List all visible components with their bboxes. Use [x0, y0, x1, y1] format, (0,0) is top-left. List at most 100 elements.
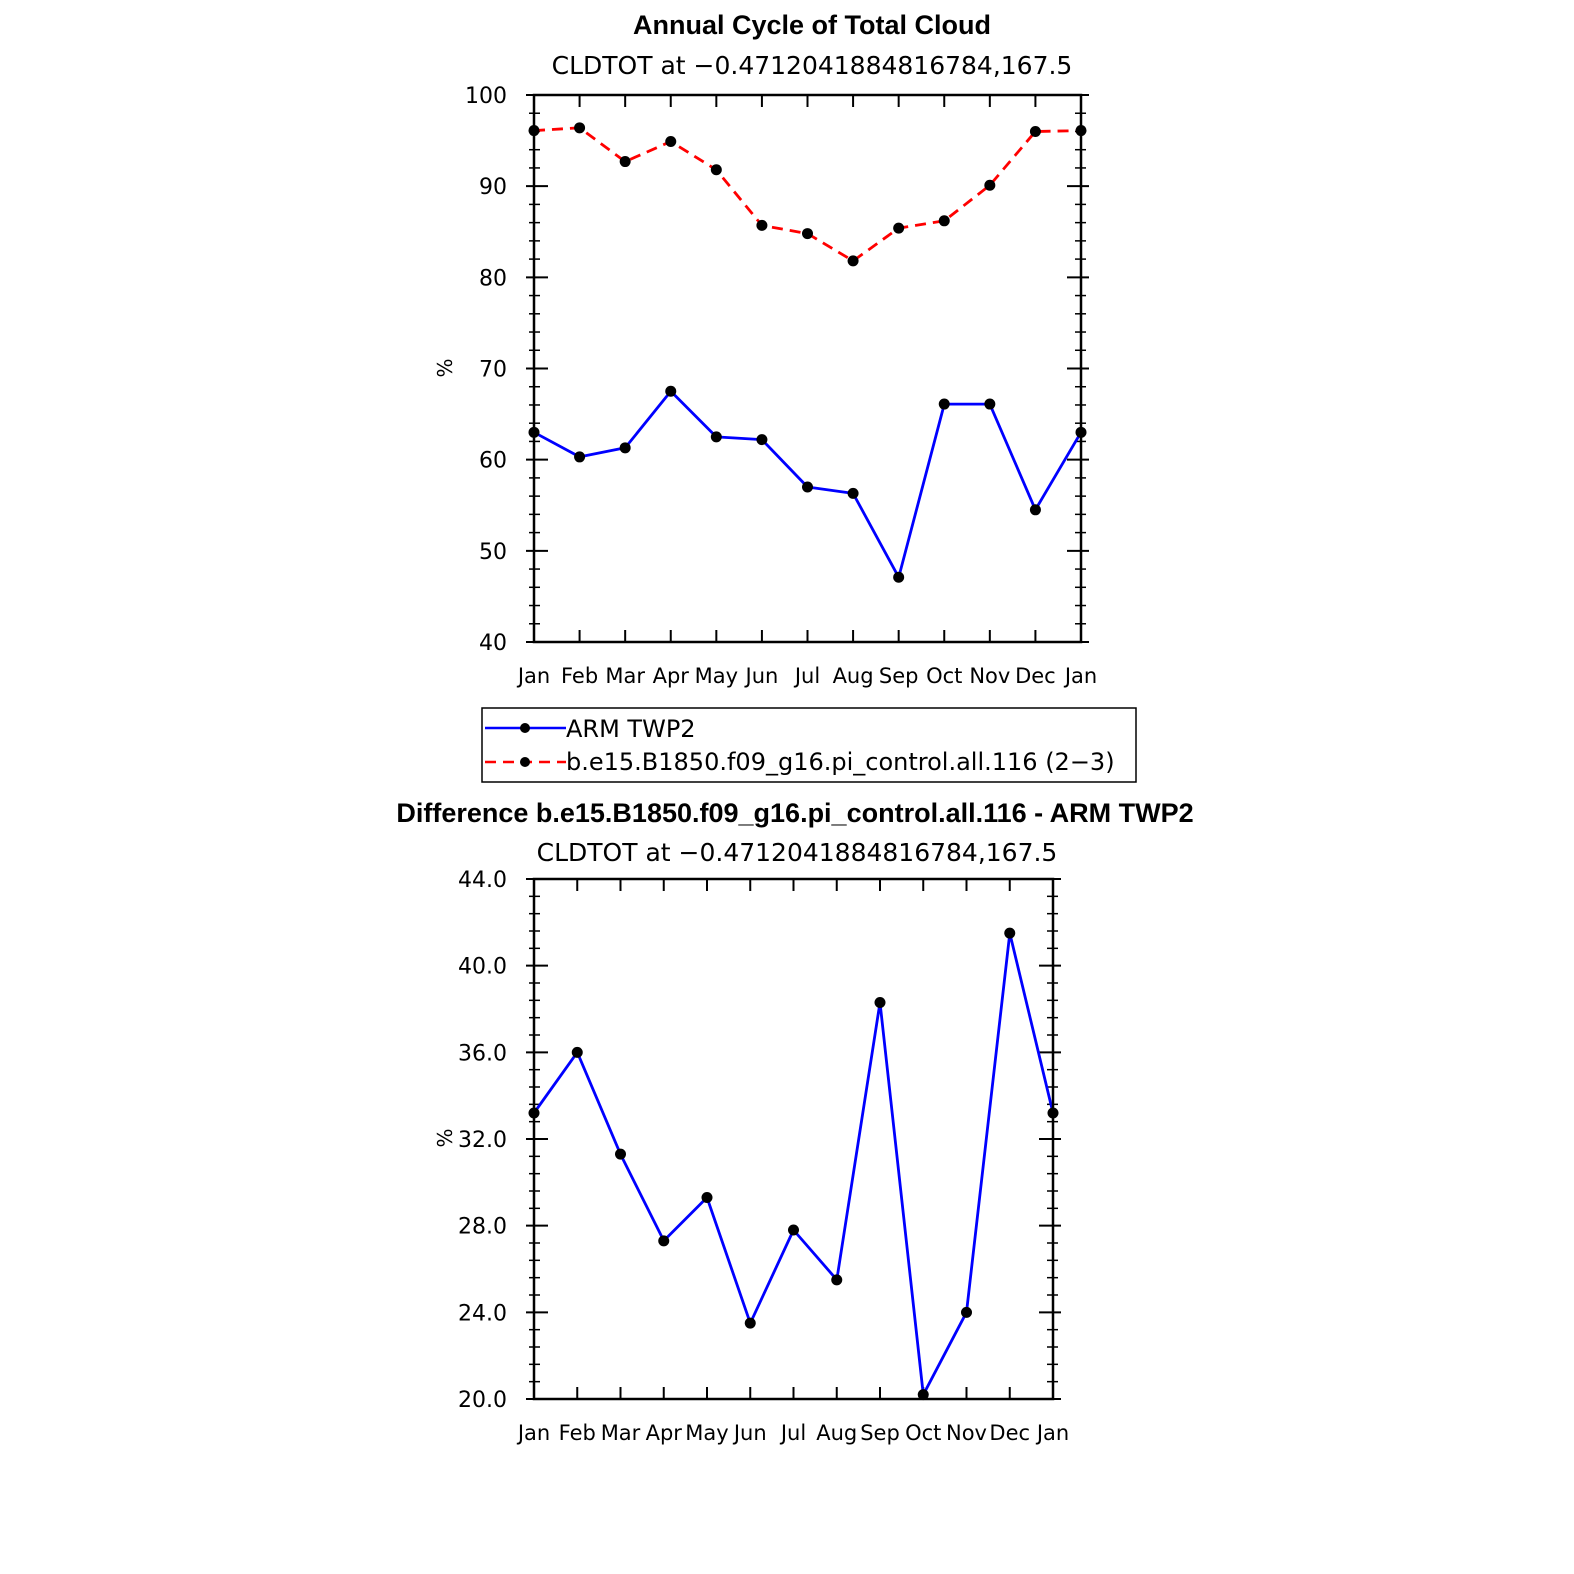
legend-marker-model: [520, 757, 530, 767]
x-tick-label: Mar: [601, 1421, 641, 1445]
plot-series: [528, 927, 1059, 1401]
data-point: [756, 219, 768, 231]
y-tick-label: 24.0: [458, 1301, 507, 1326]
data-point: [917, 1389, 929, 1401]
data-point: [619, 156, 631, 168]
y-tick-label: 70: [479, 358, 507, 383]
x-tick-label: Mar: [605, 664, 645, 688]
x-tick-label: Jan: [1035, 1421, 1069, 1445]
x-tick-label: Aug: [816, 1421, 857, 1445]
x-tick-label: Jan: [1063, 664, 1097, 688]
x-tick-label: May: [685, 1421, 728, 1445]
y-tick-label: 20.0: [458, 1388, 507, 1413]
data-point: [984, 179, 996, 191]
x-tick-label: Nov: [946, 1421, 987, 1445]
x-tick-label: Jul: [779, 1421, 806, 1445]
tick-labels: Jan Feb Mar Apr May Jun Jul Aug Sep Oct Nov Dec Jan 4…: [465, 84, 1097, 688]
x-tick-label: Oct: [905, 1421, 941, 1445]
x-tick-label: Jan: [516, 1421, 550, 1445]
y-tick-label: 36.0: [458, 1041, 507, 1066]
y-tick-label: 28.0: [458, 1215, 507, 1240]
y-tick-label: 40: [479, 631, 507, 656]
plot-frame: [532, 877, 1055, 1401]
data-point: [744, 1317, 756, 1329]
series-line-1: [533, 126, 1082, 263]
data-point: [658, 1235, 670, 1247]
data-point: [961, 1306, 972, 1318]
data-point: [788, 1224, 799, 1236]
data-point: [802, 228, 813, 240]
legend-label-model: b.e15.B1850.f09_g16.pi_control.all.116 (…: [566, 748, 1115, 776]
x-tick-label: Apr: [646, 1421, 683, 1445]
data-point: [574, 122, 586, 134]
x-tick-label: Sep: [879, 664, 919, 688]
y-tick-label: 44.0: [458, 868, 507, 893]
data-point: [756, 434, 768, 446]
data-point: [615, 1148, 626, 1160]
y-tick-label: 90: [479, 175, 507, 200]
data-point: [1029, 504, 1041, 516]
data-point: [874, 997, 886, 1008]
difference-panel: Difference b.e15.B1850.f09_g16.pi_contro…: [396, 798, 1193, 1445]
plot-frame: [532, 93, 1083, 644]
data-point: [710, 431, 722, 443]
y-tick-label: 50: [479, 540, 507, 565]
series-line-0: [532, 931, 1055, 1397]
data-point: [1029, 125, 1041, 137]
tick-labels: Jan Feb Mar Apr May Jun Jul Aug Sep Oct Nov Dec Jan2…: [458, 868, 1069, 1445]
x-tick-label: Feb: [561, 664, 598, 688]
y-tick-label: 32.0: [458, 1128, 507, 1153]
axis-ticks: [526, 878, 1061, 1400]
legend-entry-model: b.e15.B1850.f09_g16.pi_control.all.116 (…: [485, 748, 1115, 776]
y-axis-label: %: [433, 358, 457, 377]
y-tick-label: 40.0: [458, 955, 507, 980]
data-point: [619, 442, 631, 454]
legend-label-arm: ARM TWP2: [566, 715, 696, 743]
axis-ticks: [526, 94, 1089, 643]
data-point: [710, 164, 722, 176]
chart-title: Annual Cycle of Total Cloud: [633, 10, 991, 40]
data-point: [701, 1192, 713, 1203]
data-point: [574, 451, 586, 463]
x-tick-label: Jan: [516, 664, 550, 688]
data-point: [571, 1046, 583, 1058]
data-point: [938, 215, 950, 227]
x-tick-label: Jun: [744, 664, 779, 688]
y-tick-label: 100: [465, 84, 507, 109]
legend-box: [481, 707, 1137, 783]
data-point: [893, 571, 905, 583]
x-tick-label: Sep: [860, 1421, 900, 1445]
x-tick-label: Feb: [559, 1421, 596, 1445]
x-tick-label: Aug: [833, 664, 874, 688]
data-point: [665, 135, 677, 147]
data-point: [893, 222, 905, 234]
x-tick-label: Dec: [1015, 664, 1056, 688]
data-point: [831, 1274, 843, 1286]
y-tick-label: 80: [479, 266, 507, 291]
data-point: [847, 255, 859, 267]
y-axis-label: %: [433, 1128, 457, 1147]
plot-series: [528, 122, 1087, 583]
chart-subtitle: CLDTOT at −0.4712041884816784,167.5: [552, 51, 1073, 80]
x-tick-label: Jul: [793, 664, 820, 688]
legend: ARM TWP2 b.e15.B1850.f09_g16.pi_control.…: [481, 707, 1137, 783]
x-tick-label: Jun: [732, 1421, 767, 1445]
legend-marker-arm: [520, 723, 530, 733]
x-tick-label: May: [695, 664, 738, 688]
annual-cycle-panel: Annual Cycle of Total Cloud CLDTOT at −0…: [433, 10, 1137, 783]
data-point: [665, 385, 677, 397]
x-tick-label: Nov: [969, 664, 1010, 688]
data-point: [938, 398, 950, 410]
y-tick-label: 60: [479, 449, 507, 474]
x-tick-label: Apr: [653, 664, 690, 688]
chart-subtitle: CLDTOT at −0.4712041884816784,167.5: [537, 838, 1058, 867]
data-point: [802, 481, 813, 493]
x-tick-label: Dec: [989, 1421, 1030, 1445]
x-tick-label: Oct: [926, 664, 962, 688]
chart-title: Difference b.e15.B1850.f09_g16.pi_contro…: [396, 798, 1193, 828]
data-point: [847, 487, 859, 499]
data-point: [1004, 927, 1016, 939]
data-point: [984, 398, 996, 410]
legend-entry-arm: ARM TWP2: [485, 715, 696, 743]
